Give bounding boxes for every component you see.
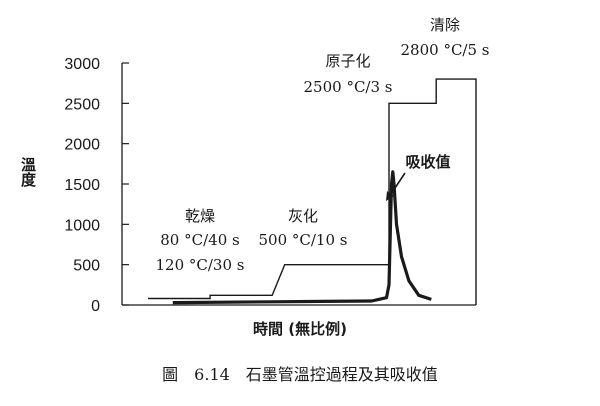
y-tick-label-2000: 2000 [64, 137, 100, 154]
y-tick-label-1000: 1000 [64, 217, 100, 234]
series-layer [148, 78, 477, 305]
arrow-shaft [388, 172, 406, 198]
y-tick-label-500: 500 [73, 258, 100, 275]
annotation-atomization-title: 原子化 [325, 52, 370, 70]
y-tick-label-3000: 3000 [64, 56, 100, 73]
arrow-head [386, 191, 394, 201]
absorbance-signal-line [172, 170, 432, 305]
annotation-absorbance-label: 吸收值 [405, 153, 450, 171]
x-axis-title: 時間 (無比例) [253, 320, 347, 338]
y-tick-label-1500: 1500 [64, 177, 100, 194]
annotation-ashing-title: 灰化 [288, 207, 318, 225]
annotation-ashing-line1: 500 °C/10 s [259, 231, 348, 249]
y-tick-label-2500: 2500 [64, 96, 100, 113]
y-axis-title: 溫度 [19, 156, 37, 188]
absorbance-arrow [386, 172, 406, 201]
annotation-drying-line1: 80 °C/40 s [160, 231, 239, 249]
y-tick-label-0: 0 [91, 298, 100, 315]
annotation-drying-line2: 120 °C/30 s [156, 256, 245, 274]
annotation-atomization-line1: 2500 °C/3 s [304, 78, 393, 96]
annotation-cleaning-title: 清除 [430, 16, 460, 34]
figure-caption: 圖 6.14 石墨管溫控過程及其吸收值 [162, 365, 438, 384]
y-ticks: 0 500 1000 1500 2000 2500 3000 [64, 56, 129, 315]
annotation-drying-title: 乾燥 [185, 207, 215, 225]
annotation-cleaning-line1: 2800 °C/5 s [401, 41, 490, 59]
